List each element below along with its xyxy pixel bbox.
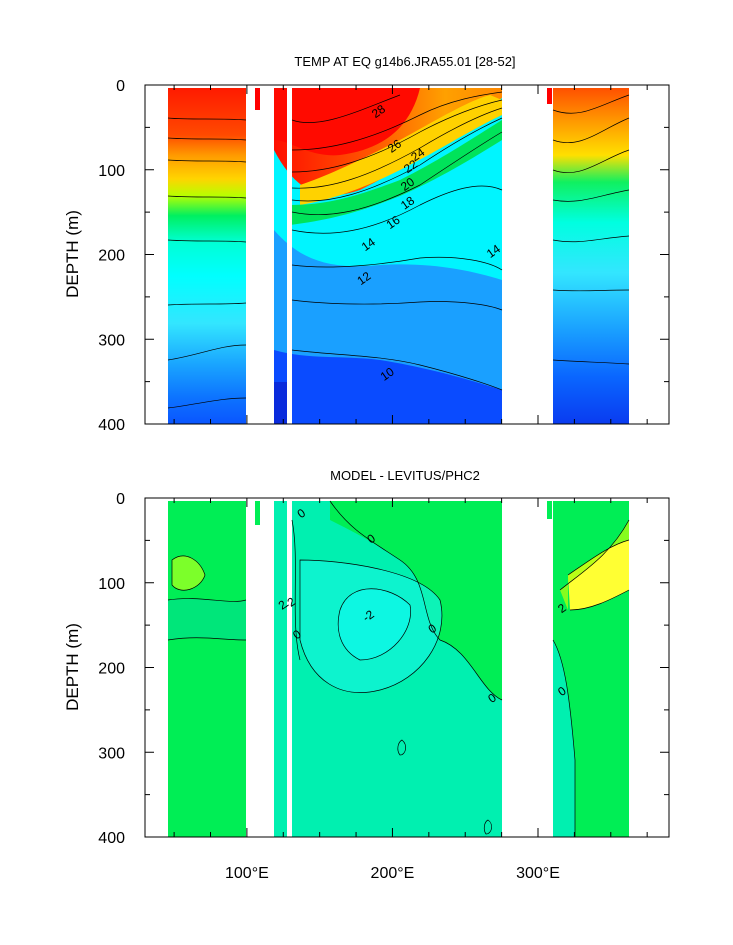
top-field-islet-east — [547, 88, 552, 104]
bottom-field-islet — [255, 501, 260, 525]
bottom-field-west — [168, 501, 246, 837]
top-y-tick-label: 100 — [98, 163, 125, 180]
bottom-field-east-warm — [568, 540, 629, 610]
x-tick-label: 200°E — [371, 865, 415, 882]
bottom-y-tick-label: 400 — [98, 830, 125, 847]
bottom-x-ticks: 100°E 200°E 300°E — [173, 498, 648, 882]
top-field-slit — [287, 88, 292, 424]
top-y-tick-label: 0 — [116, 78, 125, 95]
top-y-tick-label: 300 — [98, 332, 125, 349]
top-panel: TEMP AT EQ g14b6.JRA55.01 [28-52] — [63, 54, 670, 434]
top-y-axis-label: DEPTH (m) — [63, 210, 82, 298]
x-tick-label: 100°E — [225, 865, 269, 882]
top-y-tick-label: 200 — [98, 248, 125, 265]
bottom-y-tick-label: 300 — [98, 745, 125, 762]
top-field-islet — [255, 88, 260, 110]
bottom-field-islet-east — [547, 501, 552, 519]
top-y-tick-label: 400 — [98, 417, 125, 434]
bottom-field-east-ring — [560, 520, 629, 610]
top-field-east — [553, 88, 629, 424]
top-field-pacific-abyss — [274, 350, 502, 424]
top-field-pacific-warmpool — [274, 88, 420, 156]
top-x-ticks — [173, 85, 648, 424]
bottom-panel: MODEL - LEVITUS/PHC2 — [63, 468, 670, 882]
bottom-panel-title: MODEL - LEVITUS/PHC2 — [330, 468, 480, 483]
bottom-y-ticks: 0 100 200 300 400 — [98, 491, 669, 847]
top-y-ticks: 0 100 200 300 400 — [98, 78, 669, 434]
bottom-y-tick-label: 0 — [116, 491, 125, 508]
bottom-y-axis-label: DEPTH (m) — [63, 623, 82, 711]
bottom-y-tick-label: 100 — [98, 576, 125, 593]
bottom-field-pacific-mid — [300, 560, 442, 693]
x-tick-label: 300°E — [516, 865, 560, 882]
top-field-pacific-green — [290, 120, 502, 225]
bottom-field-slit — [287, 501, 292, 837]
top-field-deep-west — [274, 382, 287, 424]
bottom-field-west-cool — [168, 598, 246, 640]
top-field — [168, 88, 629, 424]
bottom-contour-lines — [167, 500, 630, 837]
bottom-field-pacific-green — [330, 501, 502, 700]
bottom-field-west-patch — [172, 555, 205, 591]
bottom-field — [168, 501, 629, 837]
bottom-field-east-cool — [553, 640, 575, 837]
top-contour-lines — [167, 91, 630, 409]
top-field-pacific-ochre — [300, 95, 502, 205]
top-panel-title: TEMP AT EQ g14b6.JRA55.01 [28-52] — [294, 54, 515, 69]
bottom-y-tick-label: 200 — [98, 661, 125, 678]
top-field-west — [168, 88, 246, 424]
